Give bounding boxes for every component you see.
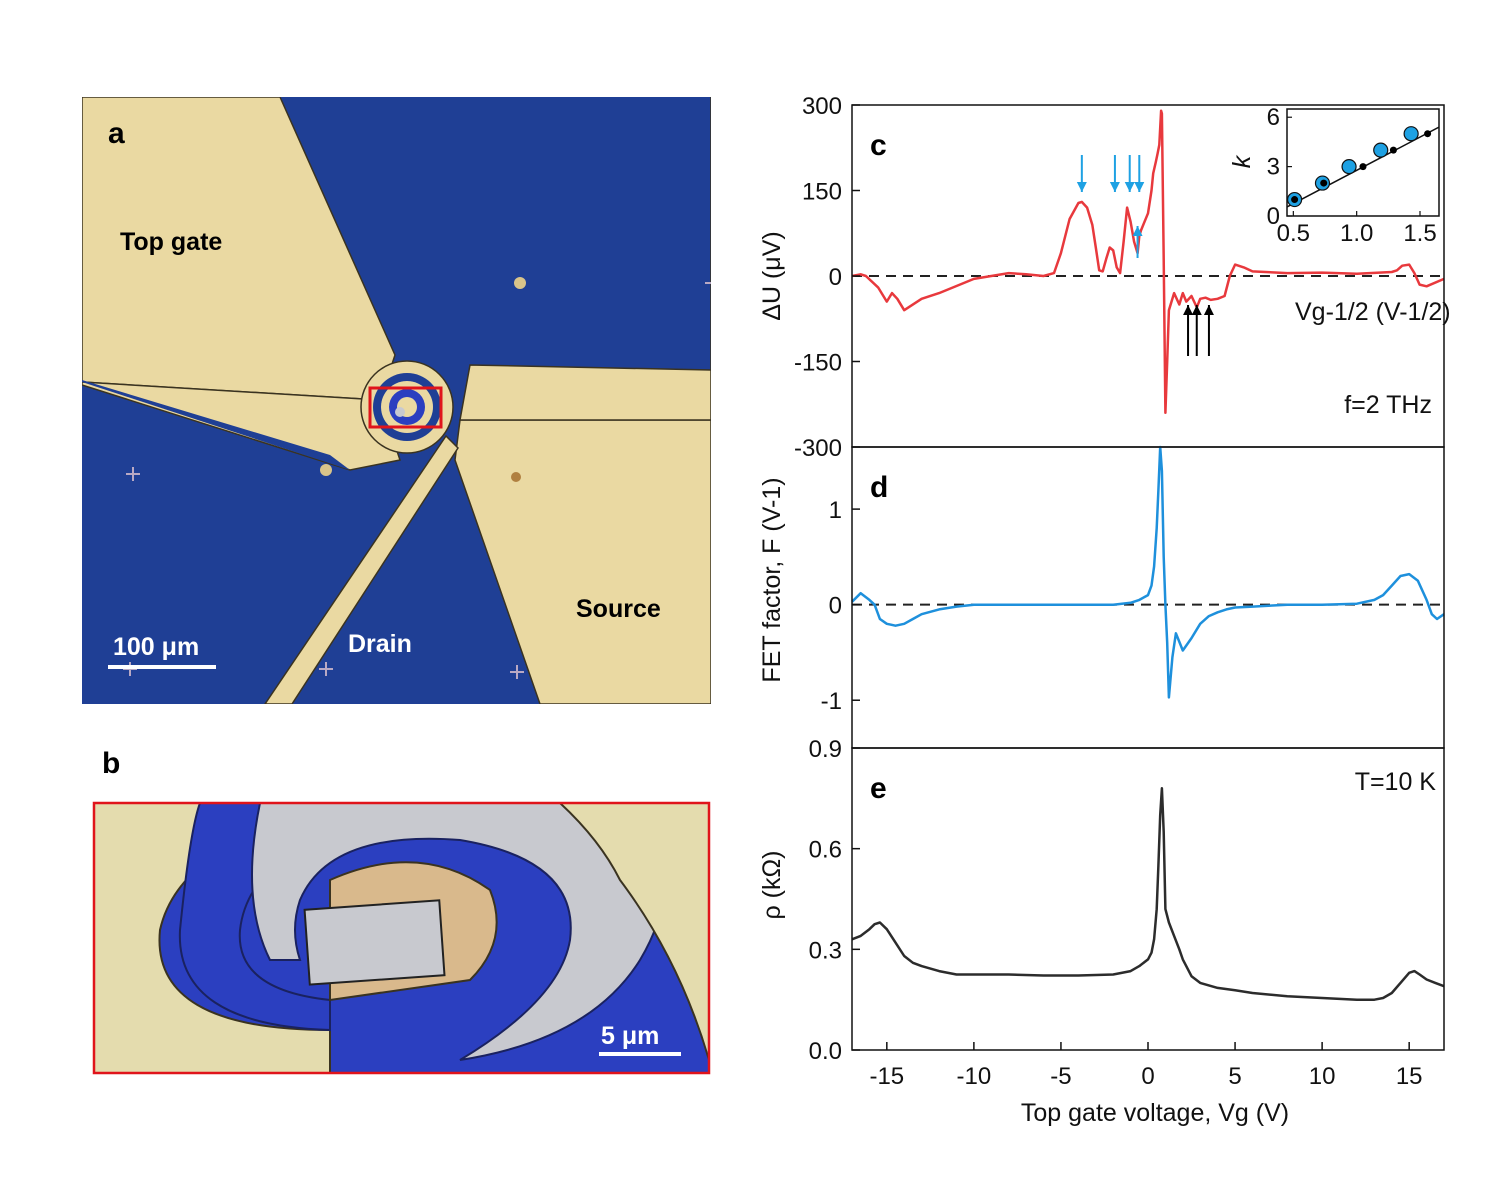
particle	[320, 464, 332, 476]
panel-c-annotation: f=2 THz	[1344, 391, 1432, 419]
ytick-label: -1	[821, 688, 842, 715]
panel-b-frame	[92, 801, 711, 1075]
source-label: Source	[576, 595, 661, 623]
panel-c-yticks: 300 150 0 -150 -300	[794, 93, 860, 462]
arrow-head	[1203, 305, 1214, 315]
panel-e-curve	[851, 787, 1445, 1001]
graphene-channel	[303, 899, 446, 986]
inset-black-point	[1359, 163, 1367, 171]
panel-e-label: e	[870, 772, 887, 805]
top-gate-label: Top gate	[120, 228, 222, 256]
inset-ytick-label: 3	[1267, 154, 1280, 181]
arrow-head	[1183, 305, 1194, 315]
panel-e-xticks: -15 -10 -5 0 5 10 15	[869, 1042, 1423, 1090]
panel-c-curve	[851, 109, 1445, 415]
arrow-head	[1132, 226, 1143, 236]
panel-d-frame	[851, 446, 1445, 749]
arrow-head	[1191, 305, 1202, 315]
panel-d-yticks: 1 0 -1	[821, 497, 860, 715]
panel-d-chart: 1 0 -1 d FET factor, F (V-1)	[758, 445, 1445, 749]
inset-xtick-label: 1.0	[1340, 220, 1373, 247]
inset-blue-point	[1403, 126, 1419, 142]
inset-frame	[1286, 108, 1440, 217]
xtick-label: 10	[1309, 1063, 1336, 1090]
ytick-label: 0	[829, 593, 842, 620]
inset-black-point	[1320, 179, 1328, 187]
panel-d-curve	[851, 445, 1445, 699]
ytick-label: 0.9	[809, 736, 842, 763]
inset-black-point	[1389, 146, 1397, 154]
panel-a-micrograph: a Top gate Source Drain 100 μm	[82, 97, 711, 704]
ytick-label: -150	[794, 350, 842, 377]
panel-d-label: d	[870, 471, 888, 504]
top-gate-arm	[82, 381, 401, 471]
xtick-label: -15	[869, 1063, 904, 1090]
inset-black-point	[1424, 130, 1432, 138]
panel-e-ylabel: ρ (kΩ)	[758, 850, 786, 919]
ytick-label: 0.6	[809, 837, 842, 864]
ytick-label: -300	[794, 435, 842, 462]
panel-e-yticks: 0.9 0.6 0.3 0.0	[809, 736, 860, 1065]
inset-ylabel: k	[1228, 154, 1256, 168]
drain-electrode	[264, 434, 459, 704]
x-axis-label: Top gate voltage, Vg (V)	[1021, 1099, 1289, 1127]
particle	[511, 472, 521, 482]
panel-e-chart: 0.9 0.6 0.3 0.0 -15 -10 -5 0 5 10 15 e T=10 K ρ (…	[758, 736, 1445, 1127]
scale-bar-b	[599, 1052, 681, 1056]
source-electrode	[454, 97, 711, 704]
panel-e-series	[851, 787, 1445, 1001]
ytick-label: 1	[829, 497, 842, 524]
scale-bar-label-b: 5 μm	[601, 1022, 659, 1050]
particle	[514, 277, 526, 289]
ytick-label: 0	[829, 264, 842, 291]
inset-blue-point	[1373, 142, 1389, 158]
panel-d-ylabel: FET factor, F (V-1)	[758, 477, 786, 682]
arrow-head	[1134, 182, 1145, 192]
panel-a-label: a	[108, 117, 125, 150]
ytick-label: 150	[802, 179, 842, 206]
scale-bar-a	[108, 665, 216, 669]
xtick-label: 0	[1141, 1063, 1154, 1090]
inset-xtick-label: 0.5	[1277, 220, 1310, 247]
panel-d-series	[851, 445, 1445, 699]
inset-black-point	[1291, 196, 1299, 204]
scale-bar-label-a: 100 μm	[113, 633, 199, 661]
ytick-label: 0.3	[809, 937, 842, 964]
drain-label: Drain	[348, 630, 412, 658]
panel-c-inset: 0.5 1.0 1.5 0 3 6 Vg-1/2 (V-1/2) k	[1228, 104, 1451, 326]
xtick-label: -5	[1050, 1063, 1071, 1090]
xtick-label: -10	[957, 1063, 992, 1090]
ytick-label: 0.0	[809, 1038, 842, 1065]
source-arm	[459, 364, 711, 421]
panel-c-label: c	[870, 129, 887, 162]
inset-content: 0.5 1.0 1.5 0 3 6	[1267, 104, 1440, 247]
arrow-head	[1124, 182, 1135, 192]
panel-c-arrows	[1076, 155, 1214, 356]
arrow-head	[1109, 182, 1120, 192]
inset-ytick-label: 6	[1267, 104, 1280, 131]
panel-c-chart: 300 150 0 -150 -300 c f=2 THz ΔU (μV) 0.5 1.0…	[758, 93, 1451, 462]
inset-xlabel: Vg-1/2 (V-1/2)	[1295, 298, 1451, 326]
xtick-label: 15	[1396, 1063, 1423, 1090]
highlight-box	[368, 386, 443, 429]
panel-b-micrograph: b 5 μm	[92, 747, 711, 1075]
inset-xtick-label: 1.5	[1403, 220, 1436, 247]
inset-blue-point	[1341, 159, 1357, 175]
panel-c-series	[851, 109, 1445, 415]
panel-e-annotation: T=10 K	[1355, 768, 1437, 796]
inset-ytick-label: 0	[1267, 203, 1280, 230]
xtick-label: 5	[1228, 1063, 1241, 1090]
panel-b-label: b	[102, 747, 120, 780]
arrow-head	[1076, 182, 1087, 192]
ytick-label: 300	[802, 93, 842, 120]
panel-c-ylabel: ΔU (μV)	[758, 231, 786, 320]
